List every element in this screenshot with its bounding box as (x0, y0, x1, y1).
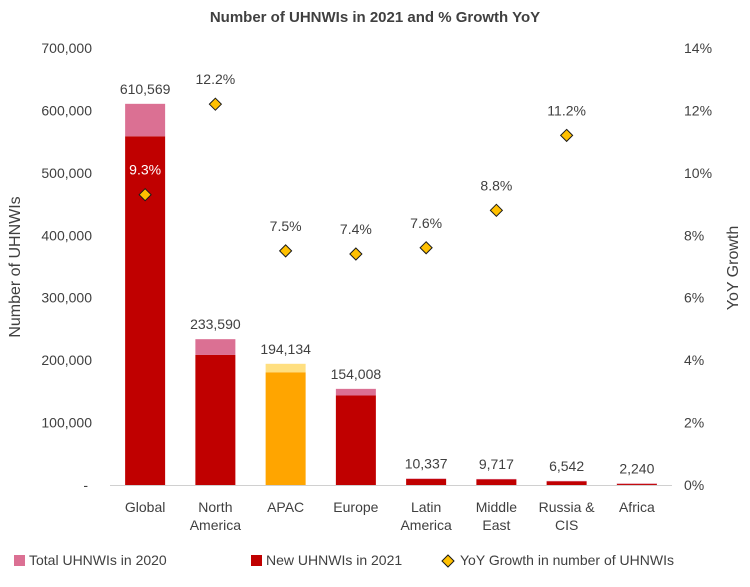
legend-marker-growth (441, 554, 455, 568)
growth-label: 8.8% (480, 177, 512, 193)
bar-2020-segment (265, 372, 306, 485)
y-tick-label: 400,000 (41, 227, 92, 243)
legend-label-2020: Total UHNWIs in 2020 (29, 552, 167, 568)
bar-2020-segment (476, 479, 517, 485)
legend-label-growth: YoY Growth in number of UHNWIs (460, 552, 674, 568)
y-axis-title: Number of UHNWIs (7, 196, 24, 337)
y2-tick-label: 0% (684, 477, 704, 493)
y-tick-label: 700,000 (41, 40, 92, 56)
growth-label: 12.2% (196, 71, 236, 87)
bar-total-label: 194,134 (260, 341, 311, 357)
bar-2021-new-segment (125, 103, 166, 137)
x-tick-label: America (190, 517, 242, 533)
legend-swatch-2021 (251, 555, 262, 566)
bar-total-label: 6,542 (549, 458, 584, 474)
x-tick-label: Latin (411, 499, 441, 515)
growth-label: 9.3% (129, 162, 161, 178)
y2-tick-label: 12% (684, 102, 712, 118)
bar-total-label: 610,569 (120, 81, 171, 97)
growth-marker (559, 128, 574, 143)
x-tick-label: CIS (555, 517, 578, 533)
bar-total-label: 9,717 (479, 456, 514, 472)
legend-swatch-2020 (14, 555, 25, 566)
y2-axis-title: YoY Growth (725, 226, 742, 311)
growth-label: 7.6% (410, 215, 442, 231)
bar-2021-new-segment (476, 478, 517, 480)
bar-2020-segment (195, 354, 236, 485)
x-tick-label: Europe (333, 499, 378, 515)
growth-marker (208, 97, 223, 111)
bar-total-label: 2,240 (619, 461, 654, 477)
bar-2021-new-segment (406, 478, 447, 480)
growth-label: 7.5% (270, 218, 302, 234)
growth-marker (489, 203, 504, 218)
bar-2020-segment (616, 483, 657, 485)
y2-tick-label: 2% (684, 415, 704, 431)
x-tick-label: APAC (267, 499, 304, 515)
y2-tick-label: 14% (684, 40, 712, 56)
bar-2021-new-segment (335, 388, 376, 396)
x-tick-label: Russia & (539, 499, 596, 515)
bar-total-label: 233,590 (190, 316, 241, 332)
growth-marker (278, 244, 293, 258)
growth-marker (419, 241, 433, 255)
bar-2020-segment (546, 481, 587, 485)
bar-2021-new-segment (265, 363, 306, 373)
chart-title: Number of UHNWIs in 2021 and % Growth Yo… (210, 9, 540, 26)
x-tick-label: East (482, 517, 510, 533)
growth-label: 11.2% (547, 102, 586, 118)
y2-tick-label: 4% (684, 352, 704, 368)
bar-total-label: 154,008 (331, 366, 382, 382)
bar-2021-new-segment (546, 480, 587, 482)
growth-marker (138, 188, 152, 202)
x-tick-label: Middle (476, 499, 517, 515)
bar-total-label: 10,337 (405, 456, 448, 472)
x-tick-label: North (198, 499, 232, 515)
y-tick-label: 300,000 (41, 290, 92, 306)
legend-label-2021: New UHNWIs in 2021 (266, 552, 402, 568)
bar-2021-new-segment (195, 339, 236, 355)
y-tick-label: 500,000 (41, 165, 92, 181)
y2-tick-label: 8% (684, 227, 704, 243)
bar-2020-segment (406, 479, 447, 485)
y2-tick-label: 10% (684, 165, 712, 181)
y-tick-label: 600,000 (41, 102, 92, 118)
y-tick-label: 200,000 (41, 352, 92, 368)
x-tick-label: Africa (619, 499, 655, 515)
y2-tick-label: 6% (684, 290, 704, 306)
growth-marker (349, 247, 363, 261)
x-tick-label: America (400, 517, 452, 533)
y-tick-label: 100,000 (41, 415, 92, 431)
bar-2020-segment (335, 395, 376, 485)
bar-2021-new-segment (616, 483, 657, 485)
x-tick-label: Global (125, 499, 165, 515)
growth-label: 7.4% (340, 221, 372, 237)
y-tick-label: - (83, 477, 88, 493)
